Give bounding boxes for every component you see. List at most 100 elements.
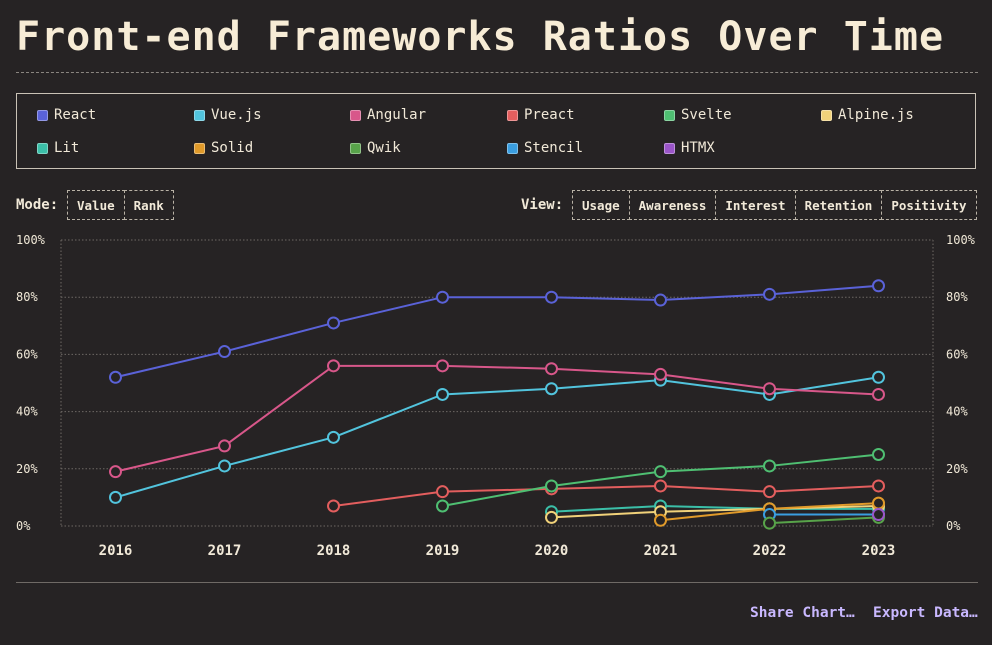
legend-swatch (664, 142, 675, 154)
title-divider (16, 72, 978, 73)
point-vue-js (109, 490, 122, 504)
point-preact (763, 485, 776, 499)
legend-item-svelte[interactable]: Svelte (664, 107, 732, 123)
legend-item-qwik[interactable]: Qwik (350, 140, 401, 156)
x-tick-label: 2022 (753, 543, 787, 559)
point-alpine-js (545, 510, 558, 524)
view-retention-button[interactable]: Retention (794, 190, 883, 220)
y-tick-label-right: 100% (946, 233, 976, 247)
point-react (763, 287, 776, 301)
legend-label: Lit (54, 140, 80, 156)
x-tick-label: 2023 (862, 543, 896, 559)
legend-swatch (350, 142, 361, 154)
legend-swatch (194, 142, 205, 154)
legend-swatch (664, 109, 675, 121)
y-tick-label-right: 80% (946, 290, 968, 304)
view-toggle: Usage Awareness Interest Retention Posit… (572, 190, 977, 220)
legend-swatch (821, 109, 832, 121)
y-tick-label-right: 20% (946, 462, 968, 476)
export-data-link[interactable]: Export Data… (873, 605, 978, 621)
legend-label: Solid (211, 140, 254, 156)
point-htmx (872, 508, 885, 522)
point-svelte (872, 448, 885, 461)
legend-swatch (37, 142, 48, 154)
point-react (436, 290, 449, 304)
legend: React Vue.js Angular Preact Svelte Alpine.js L… (16, 93, 976, 169)
series-line-lit (551, 504, 879, 513)
point-preact (654, 479, 667, 493)
legend-swatch (194, 109, 205, 121)
point-react (109, 370, 122, 384)
y-tick-label-left: 100% (16, 233, 46, 247)
point-vue-js (545, 382, 558, 396)
legend-item-vue-js[interactable]: Vue.js (194, 107, 262, 123)
legend-label: React (54, 107, 97, 123)
y-tick-label-left: 80% (16, 290, 38, 304)
view-awareness-button[interactable]: Awareness (628, 190, 717, 220)
share-chart-link[interactable]: Share Chart… (750, 605, 855, 621)
point-react (654, 293, 667, 307)
point-solid (872, 496, 885, 510)
point-vue-js (872, 370, 885, 384)
mode-toggle: Value Rank (67, 190, 174, 220)
y-tick-label-left: 40% (16, 405, 38, 419)
legend-label: Alpine.js (838, 107, 914, 123)
legend-item-alpine-js[interactable]: Alpine.js (821, 107, 914, 123)
x-tick-label: 2016 (99, 543, 133, 559)
point-angular (545, 362, 558, 376)
point-vue-js (436, 387, 449, 401)
legend-item-solid[interactable]: Solid (194, 140, 253, 156)
point-react (545, 290, 558, 304)
legend-item-htmx[interactable]: HTMX (664, 140, 715, 156)
series-line-react (115, 284, 879, 379)
view-positivity-button[interactable]: Positivity (881, 190, 977, 220)
point-svelte (436, 499, 449, 513)
point-angular (763, 382, 776, 396)
legend-label: Svelte (681, 107, 732, 123)
view-label: View: (521, 197, 564, 213)
legend-swatch (37, 109, 48, 121)
point-angular (654, 367, 667, 381)
legend-item-preact[interactable]: Preact (507, 107, 575, 123)
mode-rank-button[interactable]: Rank (123, 190, 174, 220)
point-react (872, 279, 885, 293)
x-tick-label: 2019 (426, 543, 460, 559)
x-tick-label: 2021 (644, 543, 678, 559)
point-svelte (763, 459, 776, 473)
mode-value-button[interactable]: Value (67, 190, 125, 220)
point-preact (436, 485, 449, 499)
legend-item-react[interactable]: React (37, 107, 96, 123)
legend-label: Angular (367, 107, 427, 123)
legend-item-lit[interactable]: Lit (37, 140, 79, 156)
point-solid (654, 513, 667, 527)
page-title: Front-end Frameworks Ratios Over Time (16, 14, 945, 60)
x-tick-label: 2017 (208, 543, 242, 559)
point-angular (872, 387, 885, 401)
series-line-preact (333, 484, 879, 507)
legend-swatch (507, 142, 518, 154)
view-usage-button[interactable]: Usage (572, 190, 630, 220)
legend-item-stencil[interactable]: Stencil (507, 140, 583, 156)
series-line-alpine-js (551, 504, 879, 519)
legend-item-angular[interactable]: Angular (350, 107, 426, 123)
point-svelte (654, 465, 667, 479)
series-line-vue-js (115, 376, 879, 499)
point-qwik (763, 516, 776, 530)
y-tick-label-right: 0% (946, 519, 961, 533)
legend-label: Preact (524, 107, 575, 123)
y-tick-label-right: 60% (946, 347, 968, 361)
point-preact (327, 499, 340, 513)
series-line-qwik (769, 516, 879, 525)
x-tick-label: 2020 (535, 543, 569, 559)
y-tick-label-right: 40% (946, 405, 968, 419)
mode-label: Mode: (16, 197, 59, 213)
point-angular (327, 359, 340, 373)
series-line-angular (115, 364, 879, 473)
footer-divider (16, 582, 978, 583)
view-interest-button[interactable]: Interest (715, 190, 796, 220)
x-tick-label: 2018 (317, 543, 351, 559)
point-angular (109, 465, 122, 479)
legend-label: HTMX (681, 140, 715, 156)
line-chart: 0% 0% 20% 20% 40% 40% 60% 60% 80% 80% 100% 100% 2016… (16, 233, 976, 559)
y-tick-label-left: 20% (16, 462, 38, 476)
